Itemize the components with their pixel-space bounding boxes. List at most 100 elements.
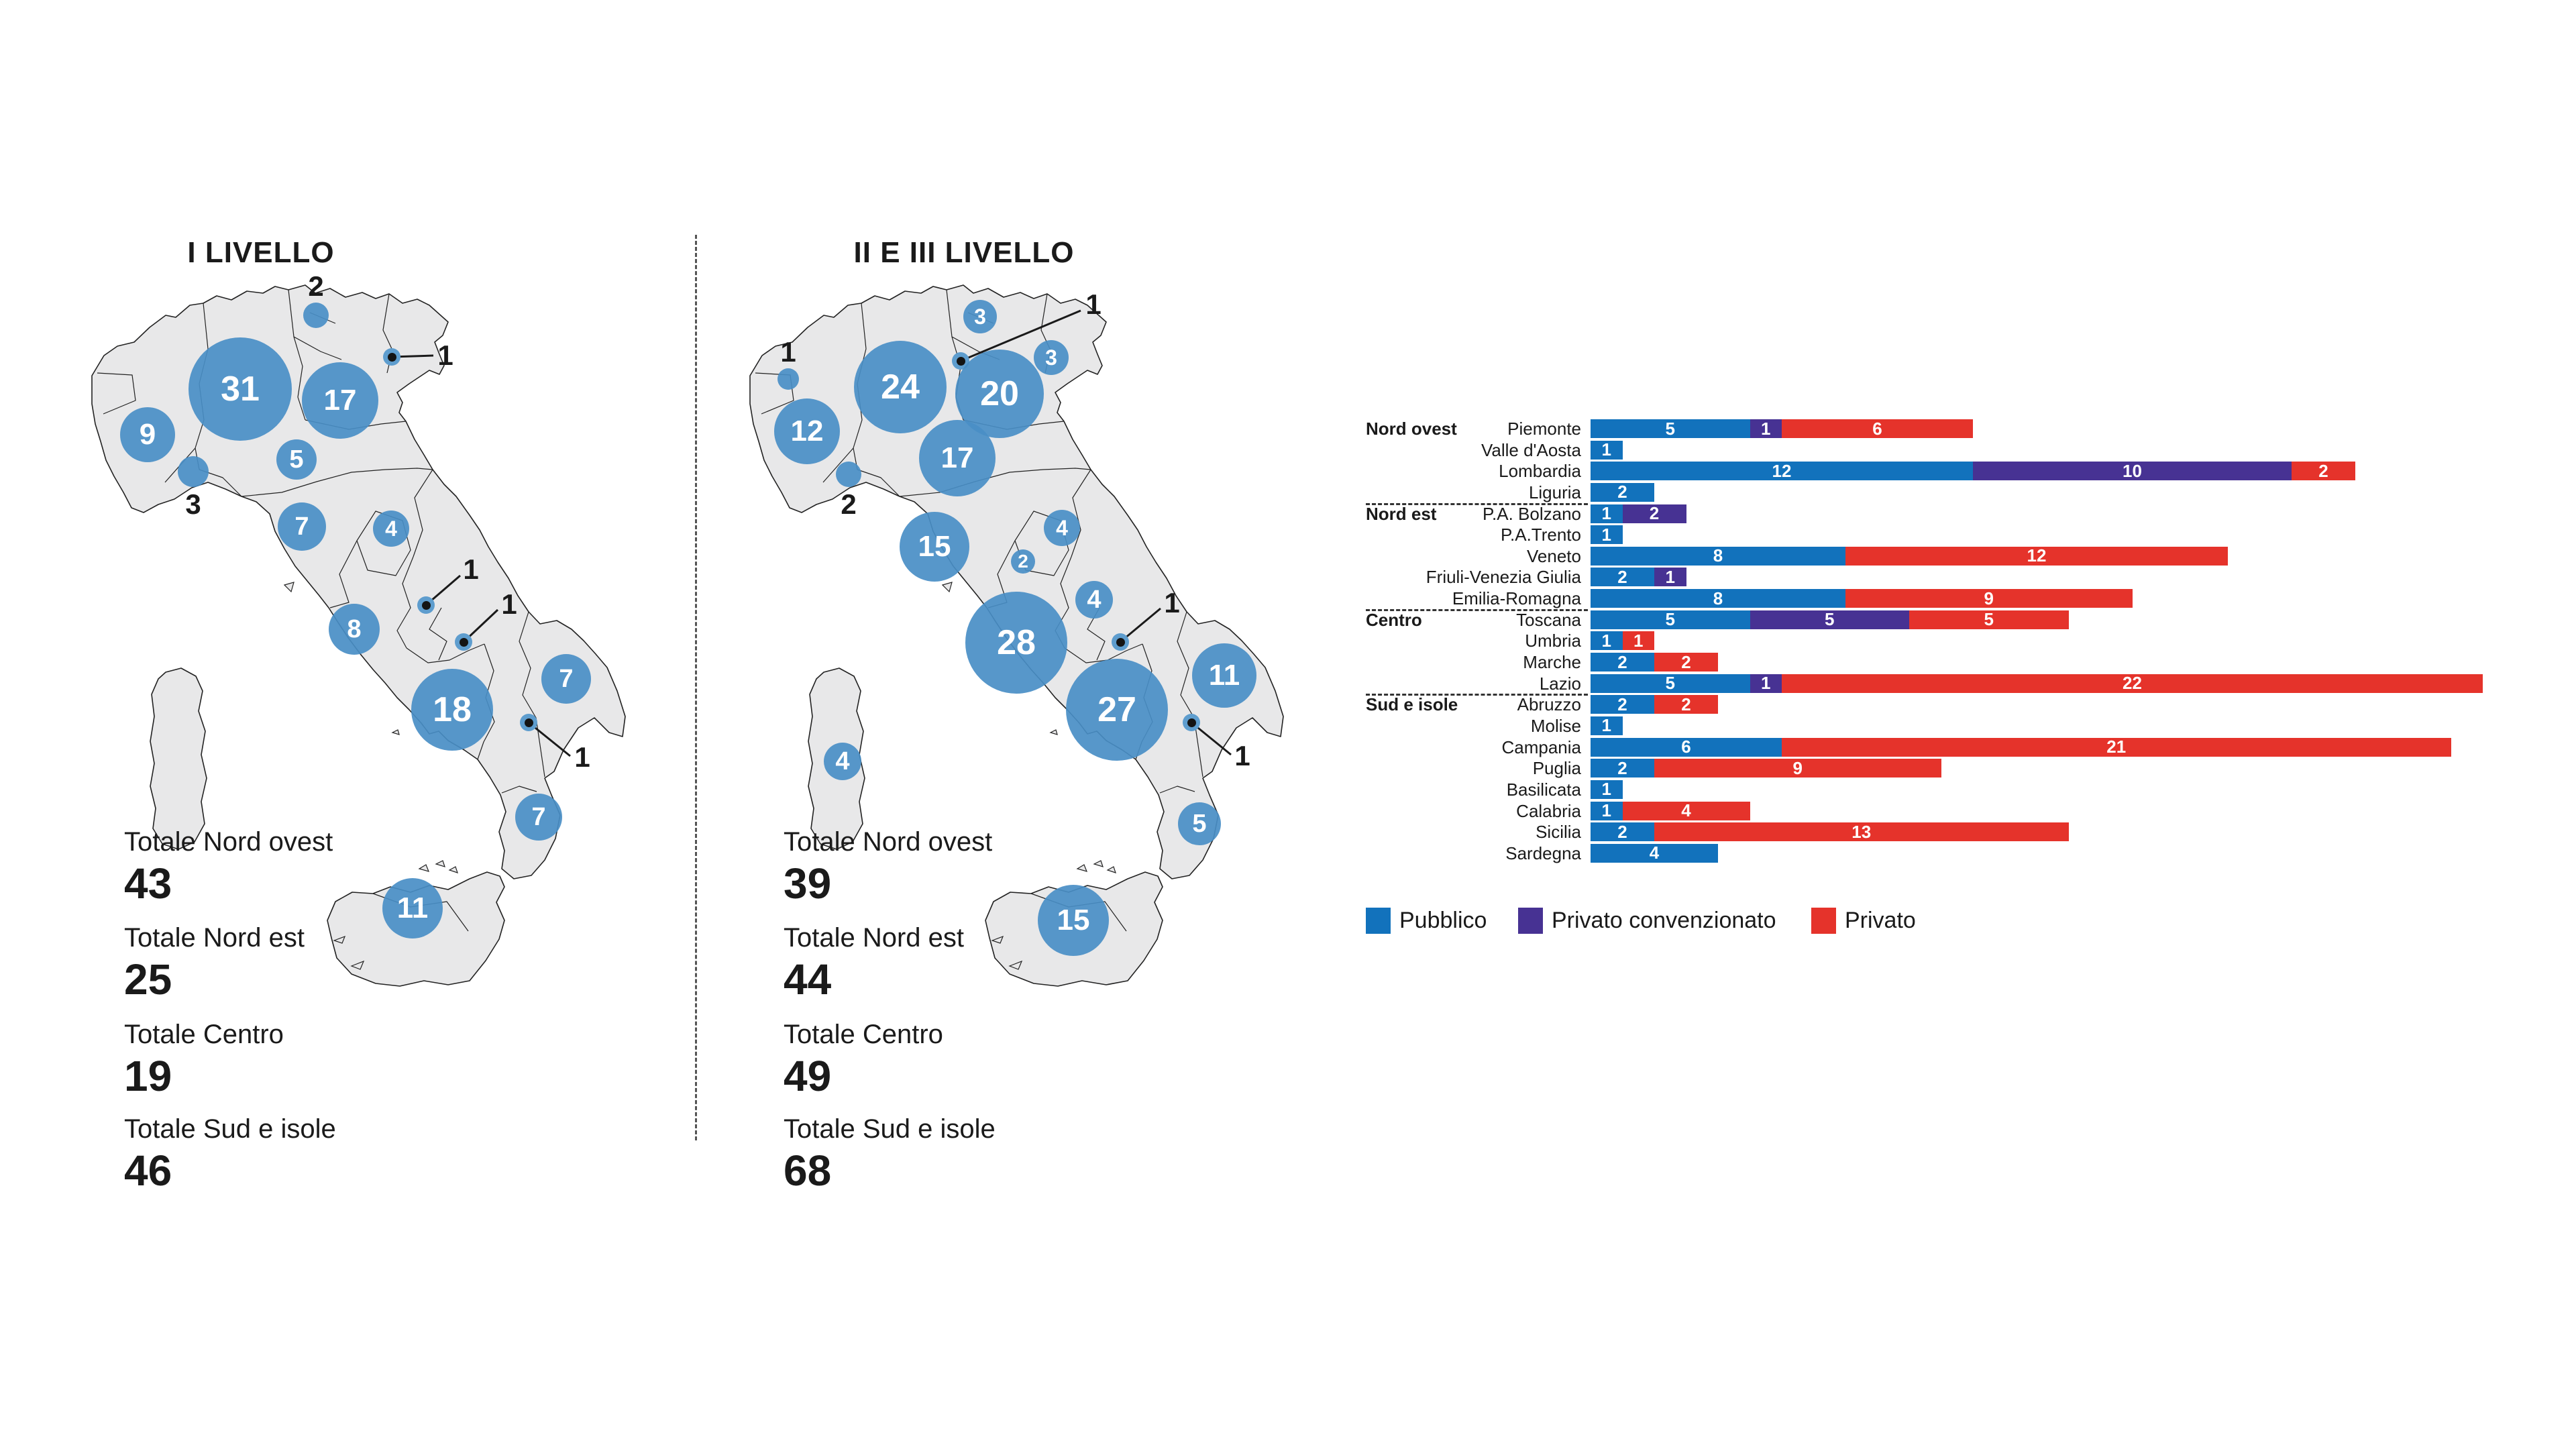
bar-segment-Privato: 21 — [1782, 737, 2451, 757]
total-value-1: 44 — [784, 955, 832, 1004]
bar-segment-Pubblico: 1 — [1591, 439, 1623, 460]
map-bubble-Lombardia: 24 — [854, 341, 947, 433]
bubble-value: 7 — [294, 512, 309, 541]
map-bubble-Puglia: 7 — [541, 654, 591, 704]
total-value-2: 49 — [784, 1052, 832, 1100]
total-value-0: 43 — [124, 859, 172, 908]
map1-title: I LIVELLO — [187, 236, 335, 269]
bar-value: 2 — [1681, 651, 1691, 672]
map-bubble-Toscana: 7 — [278, 502, 326, 551]
bubble-value: 4 — [1087, 585, 1102, 614]
bar-value: 9 — [1984, 588, 1994, 608]
group-label: Sud e isole — [1366, 694, 1458, 715]
region-label: Liguria — [1528, 482, 1581, 502]
legend-swatch — [1518, 908, 1543, 934]
bar-row-Toscana: Centro Toscana 5 5 5 — [1366, 609, 2573, 630]
map-bubble-Emilia-Romagna: 17 — [919, 420, 996, 496]
map-dot-core — [1187, 718, 1196, 727]
bar-segment-Privato convenzionato: 5 — [1750, 609, 1909, 629]
bar-value: 4 — [1681, 800, 1691, 821]
bubble-value: 24 — [881, 368, 920, 407]
bar-segment-Pubblico: 2 — [1591, 694, 1654, 714]
legend-item-Pubblico: Pubblico — [1366, 908, 1487, 934]
bar-value: 2 — [1617, 566, 1627, 587]
map-bubble-label-Liguria: 3 — [185, 488, 201, 520]
map-bubble-Lombardia: 31 — [189, 337, 292, 441]
bar-value: 8 — [1713, 545, 1723, 566]
map-dot-label-Friuli-Venezia Giulia: 1 — [437, 339, 453, 371]
total-label-0: Totale Nord ovest — [784, 827, 993, 857]
bar-segment-Pubblico: 2 — [1591, 822, 1654, 842]
map-bubble-Friuli-Venezia Giulia: 3 — [1034, 340, 1069, 375]
bar-segment-Privato: 6 — [1782, 418, 1973, 439]
map-bubble-label-Liguria: 2 — [841, 488, 857, 520]
bar-segment-Pubblico: 2 — [1591, 652, 1654, 672]
bar-row-Puglia: Puglia 2 9 — [1366, 758, 2573, 779]
bar-segment-Privato: 2 — [2292, 460, 2355, 481]
bubble-value: 5 — [1192, 809, 1207, 838]
group-separator-0 — [1366, 503, 1588, 505]
map-bubble-label-P.A. Bolzano: 2 — [308, 270, 324, 302]
bar-value: 13 — [1851, 821, 1872, 842]
region-label: Toscana — [1516, 609, 1581, 630]
group-label: Centro — [1366, 609, 1422, 630]
map-dot-Friuli-Venezia Giulia — [383, 348, 400, 366]
bar-segment-Pubblico: 5 — [1591, 609, 1750, 629]
bar-value: 1 — [1601, 715, 1611, 736]
map-dot-Basilicata — [1183, 714, 1200, 731]
bar-value: 2 — [1617, 482, 1627, 502]
bar-row-Emilia-Romagna: Emilia-Romagna 8 9 — [1366, 588, 2573, 608]
map-bubble-Liguria — [178, 456, 209, 487]
bar-value: 1 — [1761, 673, 1771, 694]
region-label: Piemonte — [1507, 419, 1581, 439]
map-bubble-Piemonte: 9 — [120, 407, 175, 462]
bar-value: 2 — [1649, 503, 1660, 524]
bubble-value: 8 — [347, 614, 362, 643]
bar-row-Umbria: Umbria 1 1 — [1366, 631, 2573, 651]
bar-value: 22 — [2123, 673, 2142, 694]
map-bubble-Campania: 27 — [1066, 659, 1168, 761]
total-label-2: Totale Centro — [784, 1020, 943, 1049]
bar-segment-Privato convenzionato: 1 — [1750, 673, 1782, 694]
map-bubble-Sardegna: 4 — [824, 743, 861, 780]
total-value-3: 68 — [784, 1146, 832, 1195]
region-label: Puglia — [1532, 758, 1581, 779]
map-dot-core — [1116, 637, 1125, 647]
legend-swatch — [1811, 908, 1836, 934]
total-value-0: 39 — [784, 859, 832, 908]
region-label: Lombardia — [1499, 461, 1581, 482]
bar-segment-Pubblico: 1 — [1591, 779, 1623, 799]
bar-segment-Privato convenzionato: 2 — [1622, 503, 1686, 524]
region-label: Umbria — [1525, 631, 1581, 651]
map-bubble-Calabria: 7 — [515, 794, 562, 841]
maps-divider — [695, 235, 697, 1140]
bar-segment-Pubblico: 1 — [1591, 800, 1623, 820]
bar-segment-Privato: 9 — [1845, 588, 2133, 608]
bubble-value: 7 — [559, 664, 574, 693]
legend-item-Privato convenzionato: Privato convenzionato — [1518, 908, 1776, 934]
map-dot-label-Basilicata: 1 — [1234, 740, 1250, 771]
bar-value: 21 — [2106, 737, 2127, 757]
bar-segment-Privato: 5 — [1909, 609, 2069, 629]
bar-value: 2 — [2318, 460, 2328, 481]
group-separator-2 — [1366, 694, 1588, 696]
group-label: Nord est — [1366, 503, 1437, 524]
map-dot-core — [459, 637, 468, 647]
map-bubble-Marche: 4 — [1044, 510, 1080, 546]
bar-row-Lazio: Lazio 5 1 22 — [1366, 673, 2573, 694]
bar-value: 10 — [2123, 460, 2142, 481]
map-dot-core — [387, 352, 396, 362]
bar-value: 1 — [1665, 566, 1675, 587]
bar-value: 6 — [1872, 418, 1882, 439]
total-label-3: Totale Sud e isole — [124, 1114, 336, 1144]
map-bubble-Valle d'Aosta — [777, 368, 799, 390]
bar-segment-Privato convenzionato: 1 — [1654, 566, 1686, 587]
bar-segment-Privato: 22 — [1782, 673, 2483, 694]
map-dot-Abruzzo — [417, 596, 435, 614]
map-bubble-Sicilia: 15 — [1038, 885, 1109, 956]
bubble-value: 4 — [1056, 515, 1068, 540]
legend-swatch — [1366, 908, 1391, 934]
bar-row-P.A.Trento: P.A.Trento 1 — [1366, 525, 2573, 545]
bubble-value: 5 — [289, 445, 304, 474]
